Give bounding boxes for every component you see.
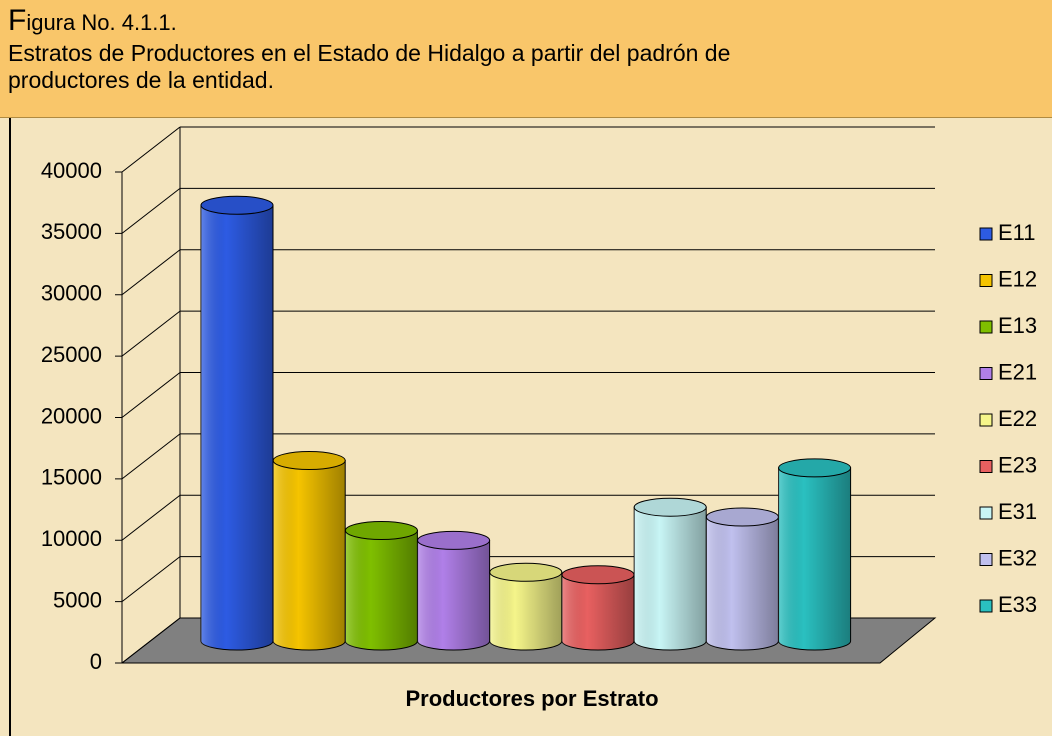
grid-line (121, 372, 181, 418)
legend-label: E23 (998, 452, 1037, 477)
bar-top (633, 497, 707, 517)
y-tick-label: 10000 (41, 526, 102, 551)
grid-line (121, 310, 181, 357)
legend-label: E12 (998, 266, 1037, 291)
bar-top-shade (201, 196, 273, 215)
y-tick-label: 40000 (41, 158, 102, 183)
grid-line (121, 126, 181, 173)
legend-swatch (979, 506, 993, 520)
legend-label: E32 (998, 545, 1037, 570)
bar-shade (634, 507, 707, 650)
grid-line (121, 187, 181, 234)
legend-swatch (979, 274, 993, 287)
y-tick-label: 0 (90, 649, 102, 674)
legend-swatch (979, 320, 993, 334)
grid-line (121, 494, 181, 541)
bar-top-shade (706, 508, 779, 527)
bar-top-shade (417, 531, 490, 550)
bar-top (778, 458, 852, 478)
legend-label: E21 (998, 359, 1037, 384)
bar-top-shade (489, 563, 562, 582)
legend-swatch (979, 413, 993, 427)
legend-swatch (979, 599, 993, 613)
x-axis-label: Productores por Estrato (405, 686, 658, 711)
legend-label: E33 (998, 592, 1037, 617)
legend-label: E13 (998, 313, 1037, 338)
y-tick-label: 35000 (41, 219, 102, 244)
legend-label: E31 (998, 499, 1037, 524)
bar-shade (706, 517, 779, 650)
bar-top (200, 195, 274, 215)
y-tick-label: 5000 (53, 587, 102, 612)
legend-swatch (979, 553, 993, 566)
bar-top (489, 562, 563, 582)
legend-swatch (979, 227, 993, 241)
bar-shade (201, 205, 273, 651)
bar-top (417, 530, 491, 550)
legend-swatch (979, 460, 993, 473)
bar-shade (417, 540, 490, 650)
bar-shade (273, 460, 346, 650)
y-tick-label: 20000 (41, 403, 102, 428)
y-tick-label: 30000 (41, 281, 102, 306)
bar-shade (345, 530, 418, 650)
legend-label: E11 (998, 220, 1036, 245)
grid-line (121, 249, 181, 296)
grid-line (121, 433, 181, 480)
y-tick-label: 15000 (41, 465, 102, 490)
header: Figura No. 4.1.1. Estratos de Productore… (0, 0, 1052, 118)
bar-top-shade (273, 451, 346, 470)
y-tick-label: 25000 (41, 342, 102, 367)
legend-swatch (979, 367, 993, 380)
bar-top-shade (562, 565, 634, 584)
bar-top (344, 521, 418, 541)
bar-shade (489, 572, 562, 650)
grid-line (121, 556, 181, 603)
bar-top (272, 451, 346, 471)
legend-label: E22 (998, 406, 1037, 431)
bar-shade (562, 574, 634, 650)
subtitle: Estratos de Productores en el Estado de … (8, 40, 731, 93)
bar-top-shade (778, 458, 851, 477)
bar-shade (778, 467, 851, 650)
grid-line (121, 617, 181, 664)
bar-top-shade (634, 498, 707, 517)
figure-number: Figura No. 4.1.1. (8, 4, 177, 37)
bar-top-shade (345, 521, 418, 540)
